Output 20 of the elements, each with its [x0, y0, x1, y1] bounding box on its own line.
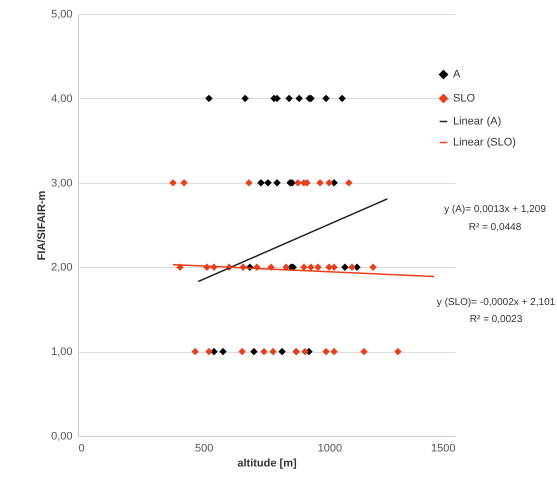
y-tick-label: 5,00 — [51, 8, 72, 20]
legend-label: A — [453, 68, 461, 80]
x-tick-label: 1000 — [318, 442, 342, 454]
legend-label: SLO — [453, 92, 476, 104]
annotation: y (A)= 0,0013x + 1,209 — [444, 204, 546, 215]
x-axis-title: altitude [m] — [237, 458, 297, 470]
y-tick-label: 2,00 — [51, 262, 72, 274]
legend-label: Linear (A) — [453, 116, 502, 128]
text: R² = 0,0448 — [468, 222, 522, 233]
x-tick-label: 0 — [78, 442, 85, 454]
x-tick-label: 1500 — [431, 442, 456, 454]
y-tick-label: 4,00 — [51, 92, 72, 105]
y-tick-label: 0,00 — [51, 430, 72, 442]
text: R² = 0,0023 — [470, 314, 523, 325]
annotation: y (SLO)= -0,0002x + 2,101 — [436, 297, 556, 308]
y-axis-title: FIA/SIFAIR-m — [36, 190, 48, 260]
y-tick-label: 3,00 — [51, 177, 72, 190]
legend-label: Linear (SLO) — [453, 136, 516, 148]
x-tick-label: 500 — [194, 442, 214, 454]
y-tick-label: 1,00 — [51, 346, 72, 358]
